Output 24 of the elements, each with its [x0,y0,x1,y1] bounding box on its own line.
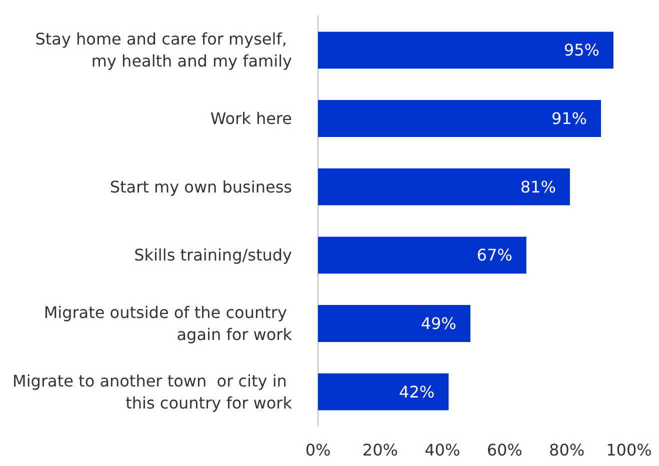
data-label: 49% [420,314,456,333]
y-tick-label: Migrate outside of the country again for work [44,303,293,344]
bar [318,32,614,69]
bar [318,168,570,206]
y-tick-label: Skills training/study [134,246,292,265]
y-tick-label: Stay home and care for myself, my health and my family [35,30,292,71]
y-tick-label: Migrate to another town or city in this country for work [12,371,293,412]
x-tick-label: 100% [606,440,652,460]
x-tick-label: 0% [305,440,331,460]
x-tick-label: 60% [486,440,522,460]
x-tick-label: 40% [424,440,460,460]
x-tick-label: 80% [549,440,585,460]
data-label: 42% [399,382,435,402]
x-tick-label: 20% [362,440,398,460]
y-tick-label: Start my own business [110,177,292,196]
bar [318,100,602,137]
y-tick-label: Work here [210,109,292,128]
data-label: 91% [551,109,588,128]
bar [318,305,470,342]
bar [318,236,526,274]
data-label: 95% [564,40,600,60]
data-label: 67% [476,246,512,265]
bar [318,373,449,410]
data-label: 81% [520,177,556,196]
